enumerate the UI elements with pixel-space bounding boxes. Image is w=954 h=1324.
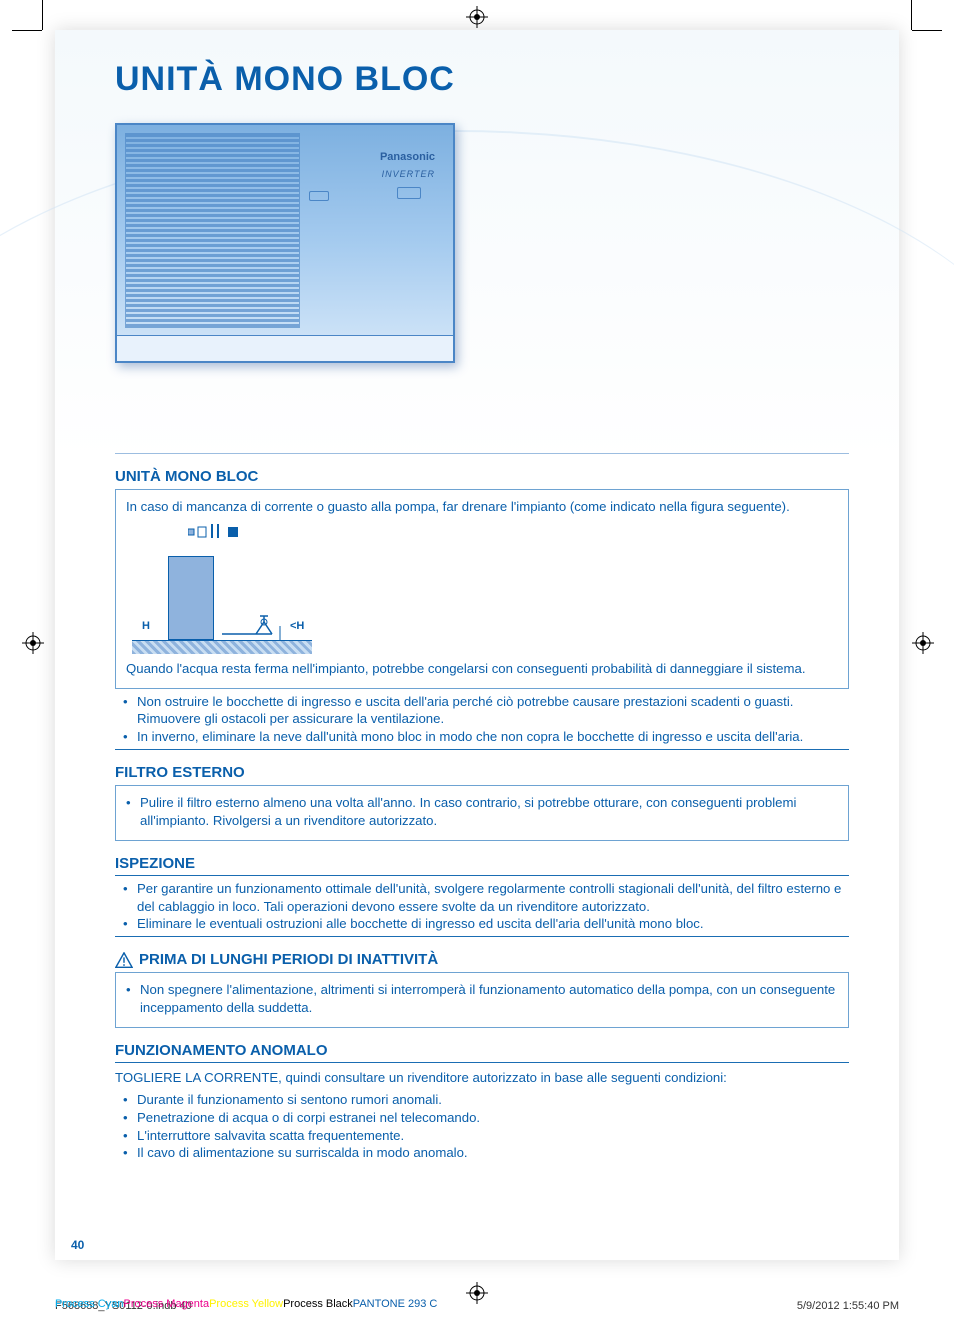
divider [115, 749, 849, 750]
anomalo-bullets: Durante il funzionamento si sentono rumo… [115, 1091, 849, 1162]
drain-tap-icon [222, 612, 288, 640]
process-cyan: Process Cyan [55, 1298, 123, 1310]
registration-mark-icon [466, 6, 488, 28]
section-heading-ispezione: ISPEZIONE [115, 855, 849, 872]
list-item: Non spegnere l'alimentazione, altrimenti… [130, 981, 838, 1017]
section-heading-anomalo: FUNZIONAMENTO ANOMALO [115, 1042, 849, 1059]
color-bar: Process CyanProcess MagentaProcess Yello… [55, 1298, 437, 1324]
unit-slot [397, 187, 421, 199]
page-title: UNITÀ MONO BLOC [115, 60, 849, 99]
list-item: Eliminare le eventuali ostruzioni alle b… [127, 915, 849, 933]
filtro-box: Pulire il filtro esterno almeno una volt… [115, 785, 849, 841]
heading-text: PRIMA DI LUNGHI PERIODI DI INATTIVITÀ [139, 951, 438, 968]
ispezione-bullets: Per garantire un funzionamento ottimale … [115, 880, 849, 933]
height-label-right: <H [290, 619, 304, 634]
divider [115, 875, 849, 876]
section-heading-mono-bloc: UNITÀ MONO BLOC [115, 468, 849, 485]
divider [115, 453, 849, 454]
section-heading-inattivita: PRIMA DI LUNGHI PERIODI DI INATTIVITÀ [115, 951, 849, 968]
page-content: UNITÀ MONO BLOC Panasonic INVERTER UNITÀ… [55, 30, 899, 1260]
product-illustration: Panasonic INVERTER [115, 123, 455, 363]
drain-diagram: H <H [132, 524, 312, 654]
unit-outline [168, 556, 214, 640]
valves-icon [188, 524, 248, 547]
intro-text: In caso di mancanza di corrente o guasto… [126, 498, 838, 516]
mono-bloc-bullets: Non ostruire le bocchette di ingresso e … [115, 693, 849, 746]
process-black: Process Black [283, 1298, 353, 1310]
brand-label: Panasonic [380, 151, 435, 163]
crop-mark [911, 0, 912, 30]
warning-icon [115, 952, 133, 968]
inattivita-box: Non spegnere l'alimentazione, altrimenti… [115, 972, 849, 1028]
floor-hatch [132, 640, 312, 654]
divider [115, 936, 849, 937]
list-item: In inverno, eliminare la neve dall'unità… [127, 728, 849, 746]
crop-mark [912, 30, 942, 31]
registration-mark-icon [912, 632, 934, 654]
list-item: Il cavo di alimentazione su surriscalda … [127, 1144, 849, 1162]
unit-base [117, 335, 453, 361]
list-item: Non ostruire le bocchette di ingresso e … [127, 693, 849, 729]
footer-timestamp: 5/9/2012 1:55:40 PM [797, 1300, 899, 1312]
pantone: PANTONE 293 C [353, 1298, 438, 1310]
list-item: Durante il funzionamento si sentono rumo… [127, 1091, 849, 1109]
process-magenta: Process Magenta [123, 1298, 209, 1310]
page-number: 40 [71, 1238, 84, 1252]
anomalo-intro: TOGLIERE LA CORRENTE, quindi consultare … [115, 1069, 849, 1087]
crop-mark [42, 0, 43, 30]
list-item: Pulire il filtro esterno almeno una volt… [130, 794, 838, 830]
list-item: Penetrazione di acqua o di corpi estrane… [127, 1109, 849, 1127]
process-yellow: Process Yellow [209, 1298, 283, 1310]
inverter-label: INVERTER [382, 169, 435, 179]
crop-mark [12, 30, 42, 31]
height-label-left: H [142, 619, 150, 634]
list-item: L'interruttore salvavita scatta frequent… [127, 1127, 849, 1145]
after-text: Quando l'acqua resta ferma nell'impianto… [126, 660, 838, 678]
unit-slot [309, 191, 329, 201]
list-item: Per garantire un funzionamento ottimale … [127, 880, 849, 916]
section-heading-filtro: FILTRO ESTERNO [115, 764, 849, 781]
registration-mark-icon [22, 632, 44, 654]
mono-bloc-box: In caso di mancanza di corrente o guasto… [115, 489, 849, 689]
unit-grille [125, 133, 300, 328]
divider [115, 1062, 849, 1063]
